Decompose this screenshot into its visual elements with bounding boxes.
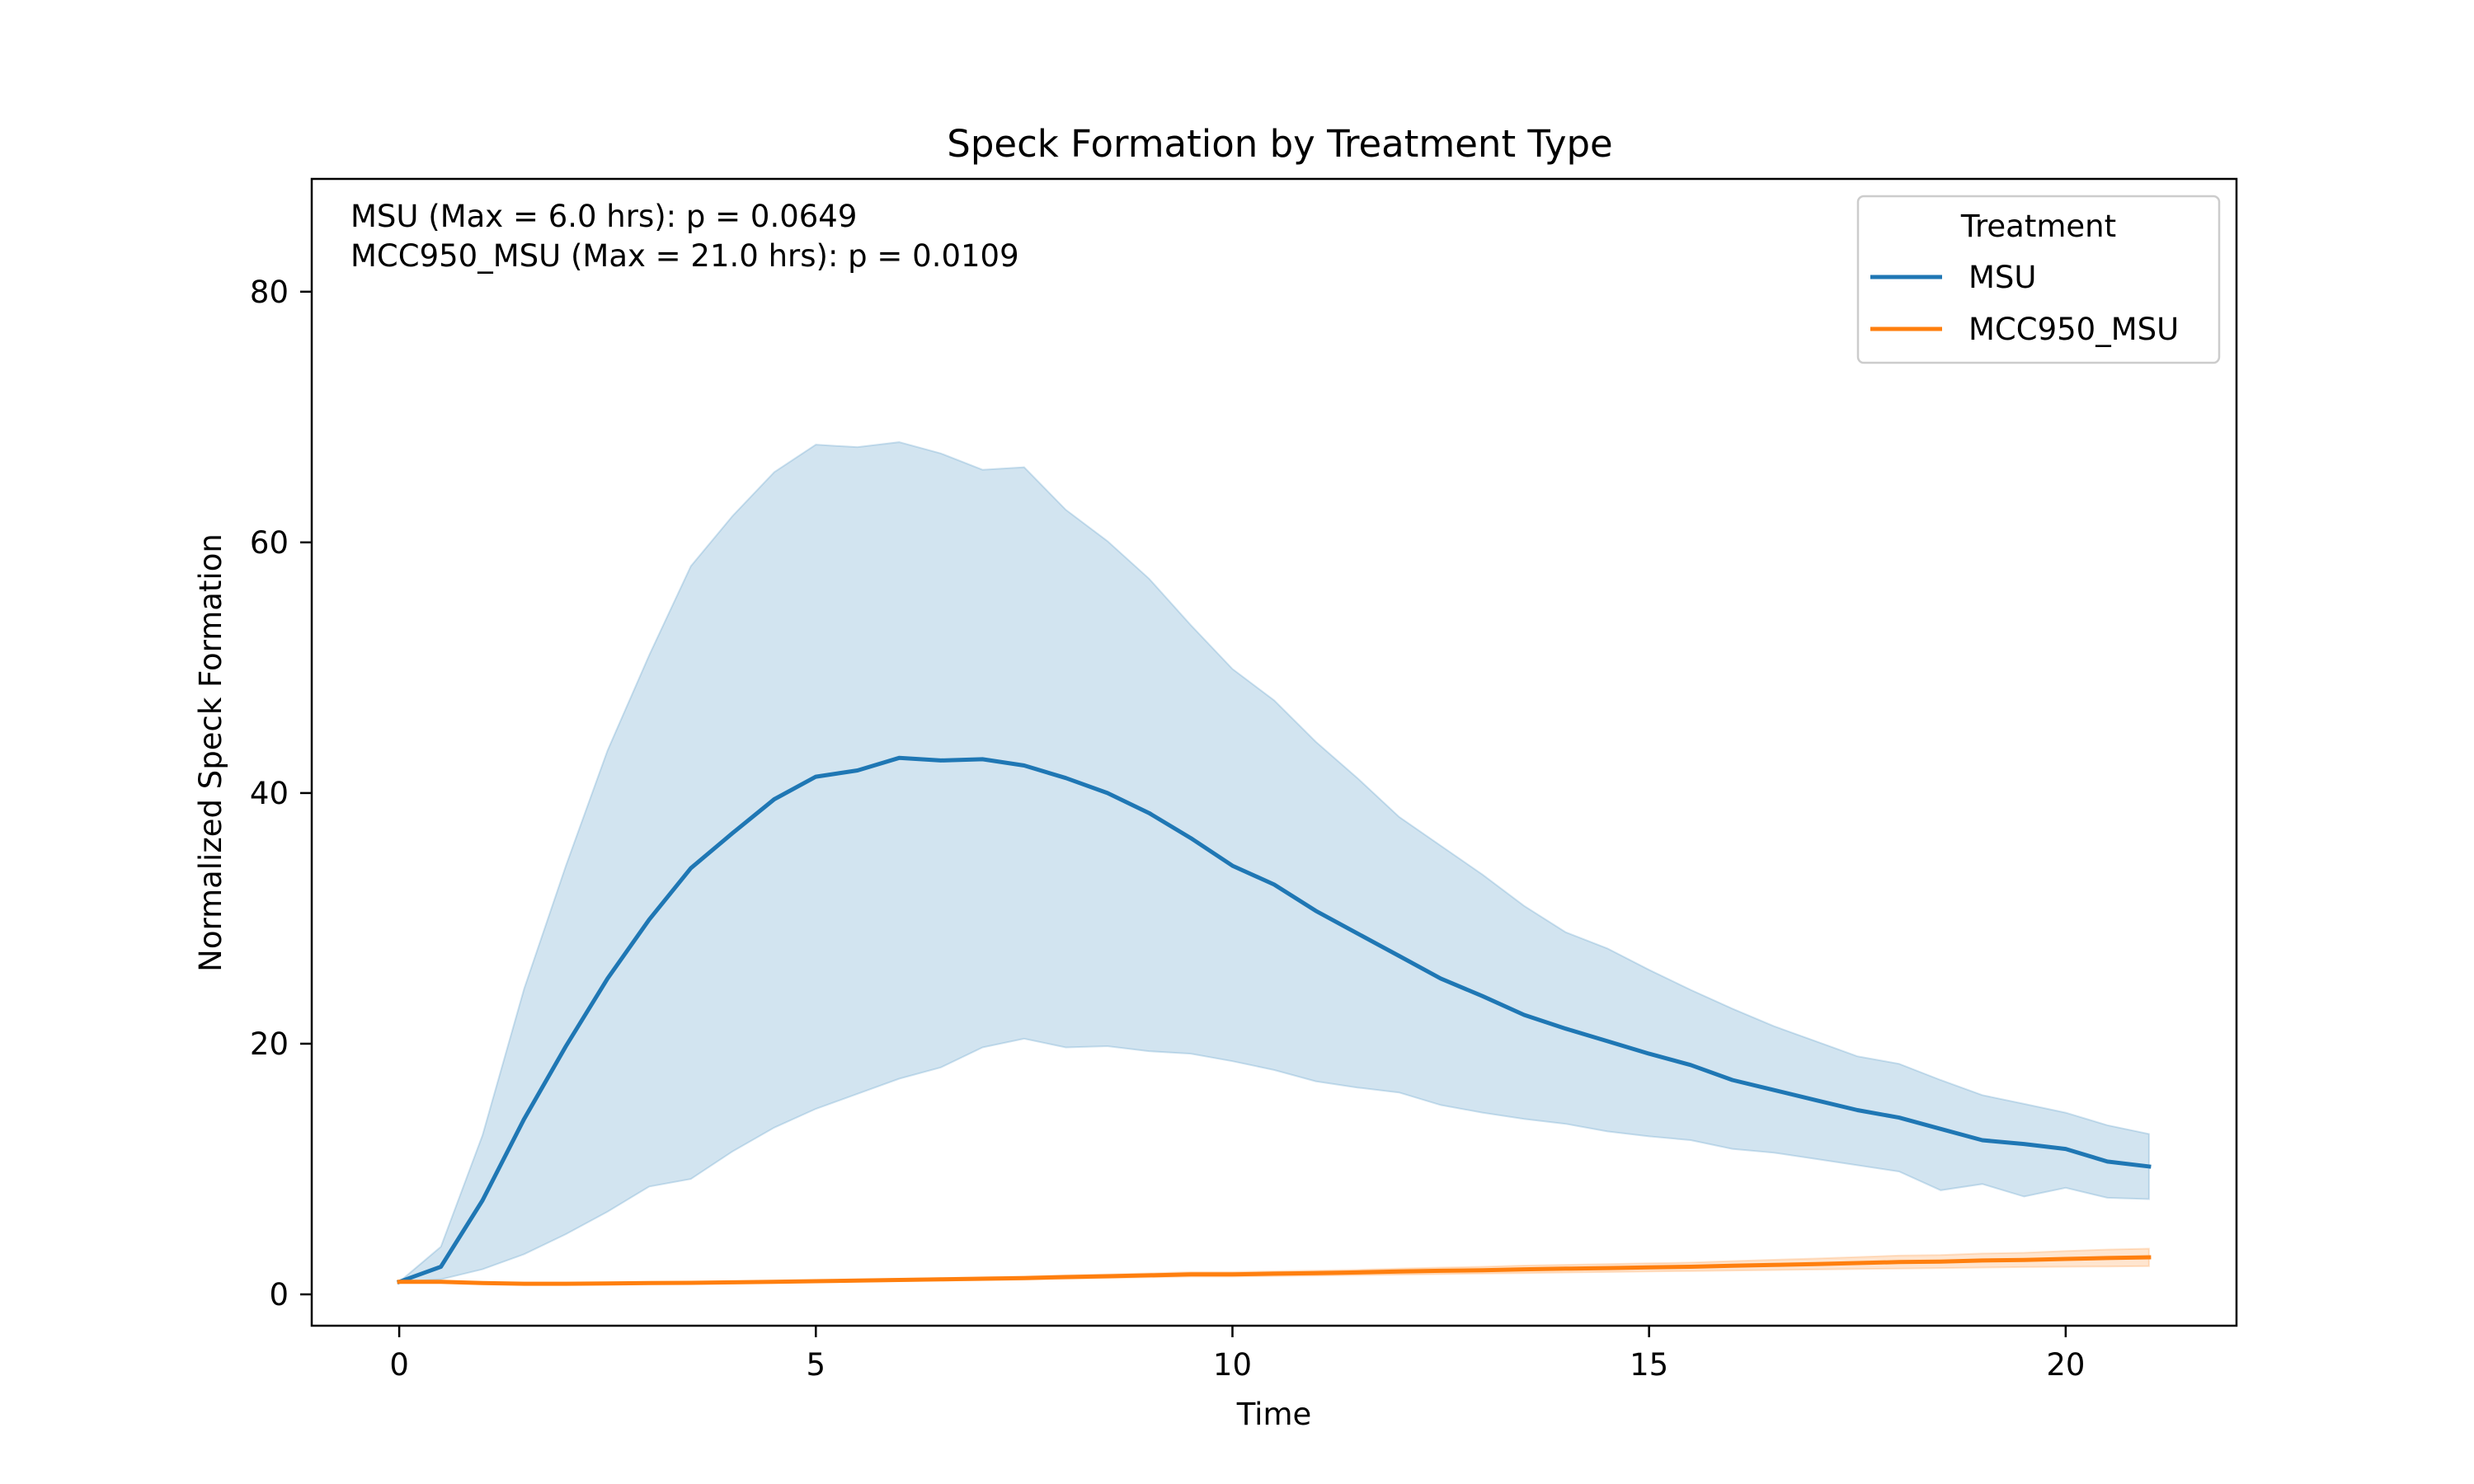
plot-frame [310,177,2238,1327]
x-tick-label: 5 [807,1347,826,1383]
y-tick-label: 0 [269,1277,289,1313]
legend-box [1856,195,2221,364]
x-tick-label: 10 [1213,1347,1252,1383]
x-tick-label: 0 [389,1347,409,1383]
y-tick-label: 20 [250,1026,289,1062]
x-axis-title: Time [1236,1397,1312,1432]
legend-title: Treatment [1960,209,2116,244]
legend-label-msu: MSU [1968,260,2037,295]
y-tick-label: 60 [250,525,289,561]
plot-area [396,441,2152,1286]
series-line-mcc950-msu [397,1255,2152,1286]
legend: Treatment MSU MCC950_MSU [1856,195,2221,364]
annotation-mcc950-msu: MCC950_MSU (Max = 21.0 hrs): p = 0.0109 [350,238,1019,274]
annotation-msu: MSU (Max = 6.0 hrs): p = 0.0649 [350,199,857,234]
chart-title: Speck Formation by Treatment Type [947,122,1613,166]
series-line-msu [396,755,2152,1285]
y-axis-title: Normalized Speck Formation [193,533,228,972]
y-tick-label: 80 [250,275,289,310]
y-tick-label: 40 [250,776,289,811]
x-tick-label: 15 [1630,1347,1668,1383]
axis-ticks: 0 5 10 15 20 0 20 40 60 80 [250,275,2086,1383]
x-tick-label: 20 [2046,1347,2085,1383]
legend-label-mcc950-msu: MCC950_MSU [1968,312,2179,347]
